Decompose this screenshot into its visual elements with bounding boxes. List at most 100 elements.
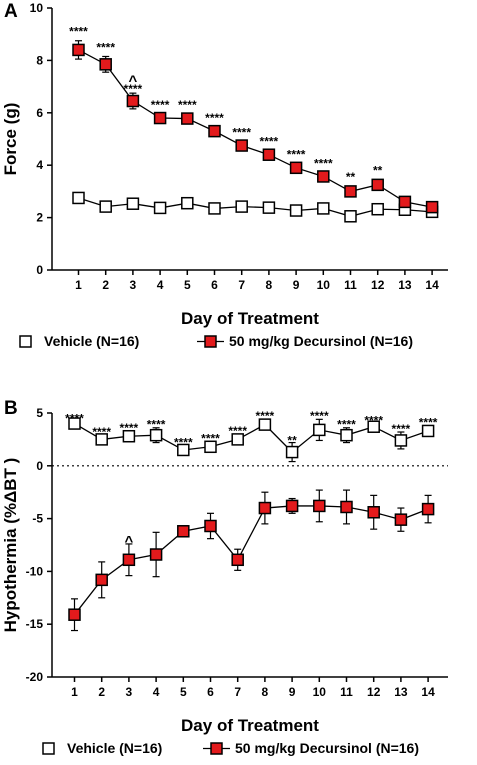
filled-red-square-icon (204, 335, 217, 348)
decursinol-data-point (177, 525, 190, 538)
vehicle-data-point (394, 434, 408, 447)
y-tick-label: -5 (32, 512, 43, 526)
decursinol-data-point (95, 573, 108, 587)
significance-annotation: **** (124, 82, 143, 96)
significance-annotation: ** (287, 433, 297, 447)
x-tick-label: 12 (371, 278, 385, 292)
decursinol-data-point (181, 112, 194, 125)
x-tick-label: 2 (98, 685, 105, 699)
decursinol-data-point (313, 499, 326, 513)
significance-annotation: **** (337, 418, 356, 432)
decursinol-data-point (344, 185, 357, 198)
x-tick-label: 1 (75, 278, 82, 292)
decursinol-data-point (153, 111, 167, 125)
x-tick-label: 13 (398, 278, 412, 292)
decursinol-data-point (371, 178, 384, 192)
vehicle-data-point (208, 202, 221, 215)
significance-annotation: **** (120, 421, 139, 435)
decursinol-data-point (126, 94, 140, 108)
vehicle-data-point (262, 201, 276, 214)
x-tick-label: 7 (238, 278, 245, 292)
y-tick-label: -10 (26, 564, 44, 578)
caret-annotation: ^ (125, 533, 134, 550)
vehicle-data-point (344, 210, 357, 223)
panel-letter: B (4, 398, 18, 419)
significance-annotation: ** (373, 163, 383, 177)
decursinol-data-point (258, 501, 272, 515)
vehicle-data-point (285, 445, 299, 459)
y-axis-title: Force (g) (1, 103, 20, 176)
panel-letter: A (4, 1, 18, 22)
significance-annotation: **** (392, 422, 411, 436)
legend-label-decursinol: 50 mg/kg Decursinol (N=16) (229, 333, 413, 349)
vehicle-data-point (177, 443, 190, 457)
decursinol-data-point (262, 148, 276, 161)
significance-annotation: **** (205, 111, 224, 125)
y-tick-label: 5 (36, 406, 43, 420)
vehicle-data-point (367, 420, 380, 433)
decursinol-data-point (204, 519, 217, 533)
significance-annotation: **** (174, 436, 193, 450)
x-tick-label: 5 (180, 685, 187, 699)
significance-annotation: **** (96, 40, 115, 54)
x-tick-label: 2 (102, 278, 109, 292)
x-tick-label: 8 (266, 278, 273, 292)
y-tick-label: -15 (26, 617, 44, 631)
decursinol-data-point (394, 513, 408, 526)
significance-annotation: **** (151, 98, 170, 112)
x-tick-label: 3 (130, 278, 137, 292)
decursinol-data-point (425, 200, 439, 214)
y-tick-label: -20 (26, 670, 44, 684)
decursinol-data-point (340, 500, 353, 514)
x-tick-label: 12 (367, 685, 381, 699)
x-axis-title: Day of Treatment (181, 309, 319, 328)
vehicle-data-point (317, 202, 330, 215)
vehicle-data-point (72, 191, 85, 205)
vehicle-data-point (68, 417, 81, 430)
vehicle-data-point (231, 433, 244, 446)
vehicle-data-point (235, 200, 248, 213)
decursinol-data-point (99, 58, 112, 71)
decursinol-data-point (285, 499, 299, 513)
x-tick-label: 10 (313, 685, 327, 699)
significance-annotation: **** (287, 148, 306, 162)
y-tick-label: 0 (36, 459, 43, 473)
x-tick-label: 9 (289, 685, 296, 699)
vehicle-data-point (149, 428, 163, 442)
y-axis-title: Hypothermia (%ΔBT ) (1, 458, 20, 633)
vehicle-data-point (204, 440, 217, 454)
vehicle-data-point (421, 424, 435, 438)
open-square-icon (19, 335, 32, 348)
vehicle-data-point (258, 418, 272, 431)
legend-label-decursinol: 50 mg/kg Decursinol (N=16) (235, 740, 419, 756)
significance-annotation: **** (232, 125, 251, 139)
significance-annotation: ** (346, 170, 356, 184)
x-tick-label: 14 (421, 685, 435, 699)
significance-annotation: **** (419, 416, 438, 430)
vehicle-data-point (289, 204, 303, 217)
significance-annotation: **** (92, 425, 111, 439)
decursinol-data-point (208, 124, 221, 138)
x-tick-label: 5 (184, 278, 191, 292)
decursinol-data-point (122, 553, 136, 567)
decursinol-data-point (367, 506, 380, 519)
decursinol-data-point (72, 43, 85, 57)
decursinol-data-point (421, 502, 435, 516)
vehicle-data-point (340, 428, 353, 442)
filled-red-square-icon (210, 742, 223, 755)
vehicle-data-point (99, 200, 112, 213)
x-tick-label: 11 (344, 278, 357, 292)
x-tick-label: 7 (234, 685, 241, 699)
significance-annotation: **** (65, 411, 84, 425)
significance-annotation: **** (201, 431, 220, 445)
x-tick-label: 8 (262, 685, 269, 699)
vehicle-data-point (181, 196, 194, 210)
significance-annotation: **** (364, 413, 383, 427)
significance-annotation: **** (260, 135, 279, 149)
y-tick-label: 8 (36, 53, 43, 67)
x-tick-label: 6 (211, 278, 218, 292)
y-tick-label: 0 (36, 263, 43, 277)
x-tick-label: 11 (340, 685, 353, 699)
